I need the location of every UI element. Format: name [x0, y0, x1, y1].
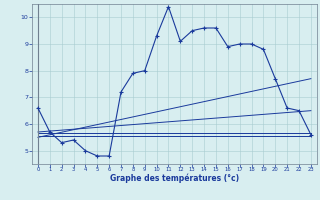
X-axis label: Graphe des températures (°c): Graphe des températures (°c)	[110, 174, 239, 183]
